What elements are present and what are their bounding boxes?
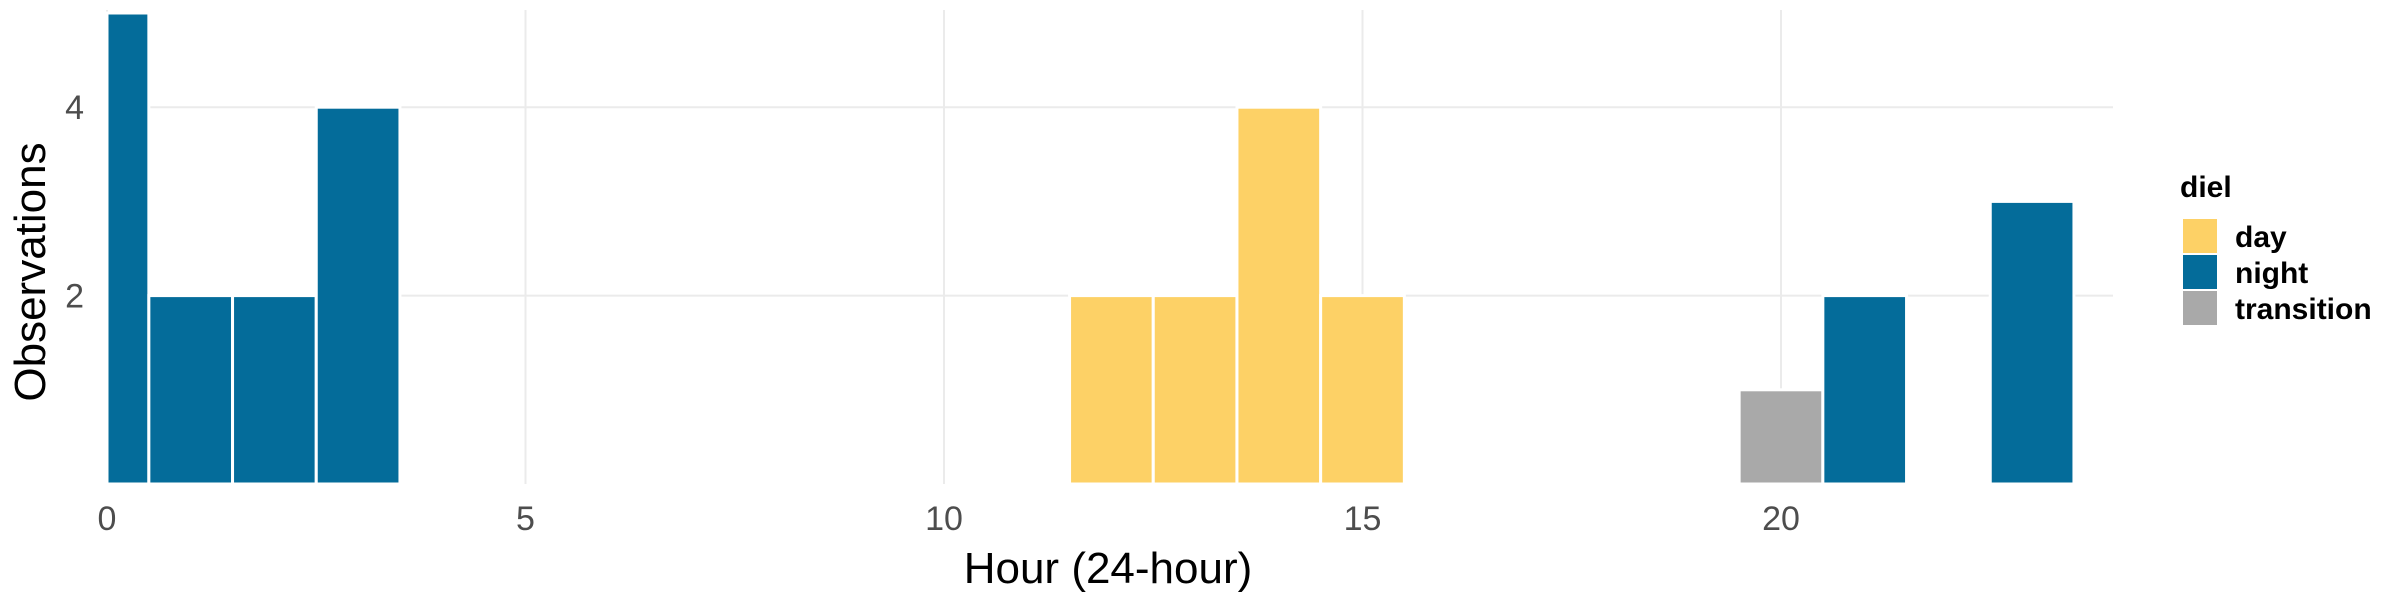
bar-night-hour-2 [231,294,318,486]
bar-night-hour-21 [1821,294,1909,486]
x-tick-label: 15 [1344,500,1382,538]
legend-title: diel [2180,171,2232,204]
bar-day-hour-14 [1235,105,1323,486]
bar-night-hour-1 [147,294,235,486]
bar-night-hour-3 [314,105,402,486]
y-axis-title: Observations [6,142,55,401]
y-tick-label: 4 [65,89,84,127]
x-axis-tick-labels: 0 5 10 15 20 [98,500,1800,538]
legend-label-night: night [2235,257,2308,290]
bar-transition-hour-20 [1737,388,1825,486]
legend-key-day [2183,219,2217,253]
legend-key-transition [2183,291,2217,325]
x-tick-label: 20 [1762,500,1800,538]
bars [105,11,2076,486]
x-tick-label: 5 [516,500,535,538]
legend-label-day: day [2235,221,2287,254]
x-axis-title: Hour (24-hour) [964,544,1253,593]
bar-night-hour-0 [105,11,151,486]
x-tick-label: 10 [925,500,963,538]
y-axis-tick-labels: 24 [65,89,84,315]
bar-day-hour-15 [1319,294,1406,486]
bar-day-hour-13 [1151,294,1239,486]
x-tick-label: 0 [98,500,117,538]
y-tick-label: 2 [65,278,84,316]
bar-day-hour-12 [1068,294,1155,486]
legend-label-transition: transition [2235,293,2372,326]
legend-key-night [2183,255,2217,289]
bar-night-hour-23 [1988,199,2076,486]
